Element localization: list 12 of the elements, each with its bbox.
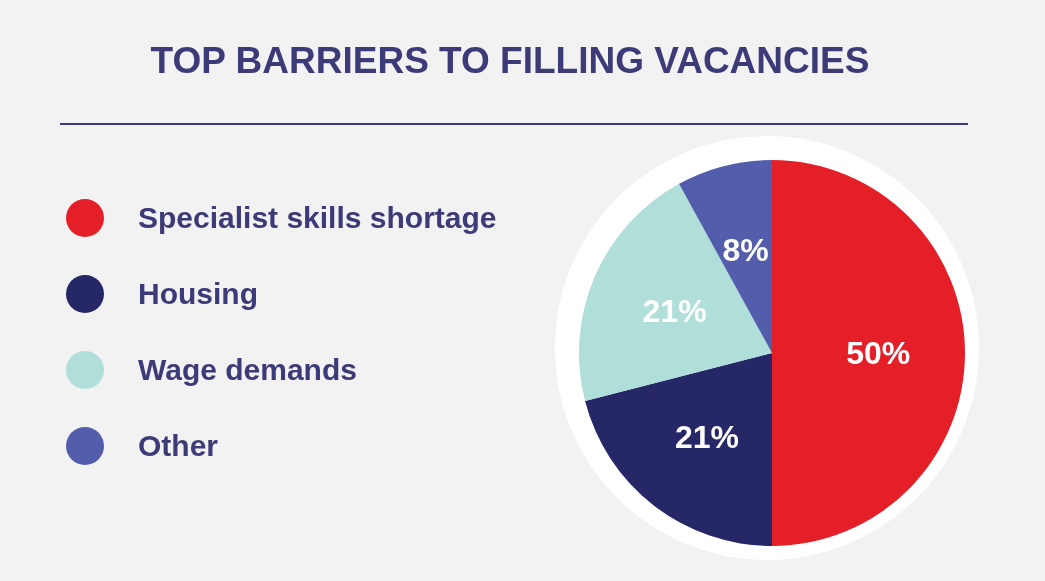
legend-label: Other <box>138 429 219 463</box>
pie-slice <box>579 183 772 401</box>
pie-slice <box>585 353 772 546</box>
data-label: 21% <box>642 292 707 329</box>
pie-slice <box>772 160 965 546</box>
data-label: 21% <box>674 418 739 455</box>
legend-label: Wage demands <box>138 353 357 387</box>
data-label: 50% <box>846 335 911 371</box>
data-label: 8% <box>722 232 769 269</box>
chart-title: TOP BARRIERS TO FILLING VACANCIES <box>149 40 871 82</box>
legend-label: Specialist skills shortage <box>138 201 497 235</box>
legend-label: Housing <box>138 277 258 311</box>
